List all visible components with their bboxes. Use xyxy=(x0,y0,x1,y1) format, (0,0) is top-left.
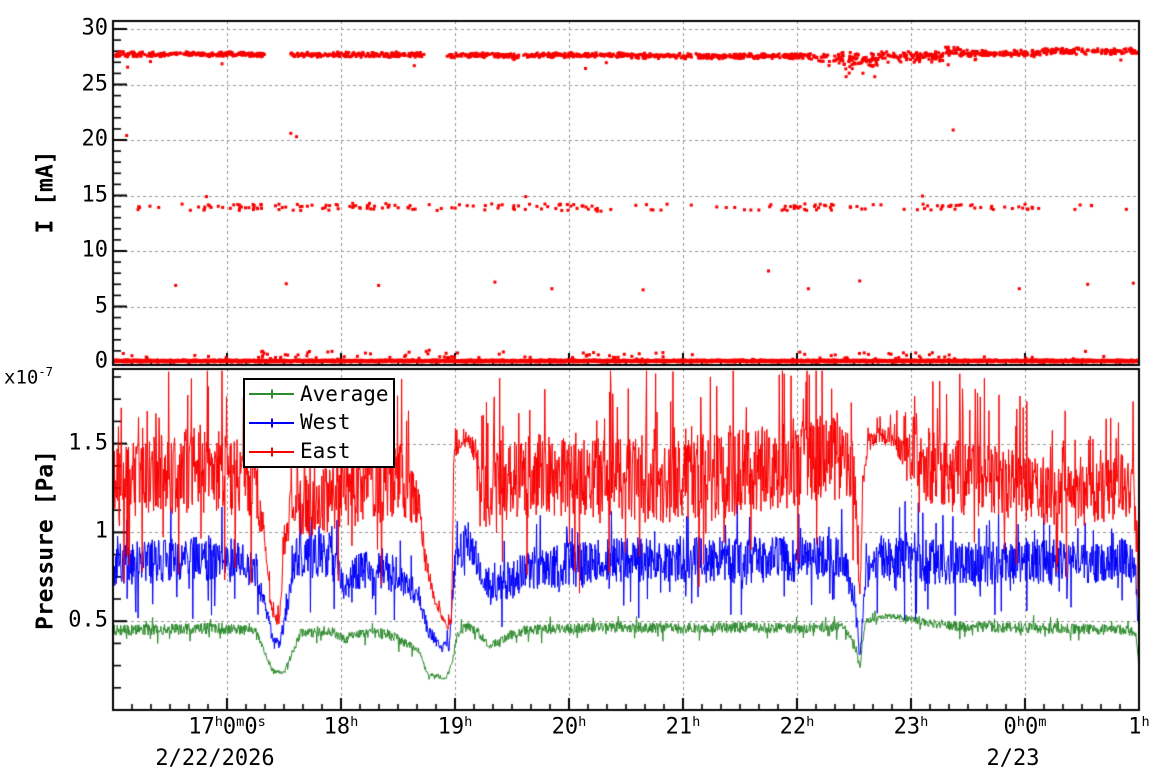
y-tick-label-current: 20 xyxy=(81,126,109,152)
legend-swatch-average xyxy=(249,389,294,399)
x-tick-label: 23h xyxy=(893,714,929,740)
legend-label: Average xyxy=(300,381,389,406)
legend: Average West East xyxy=(243,378,395,468)
legend-swatch-west xyxy=(249,418,294,428)
y-tick-label-current: 25 xyxy=(81,71,109,97)
x-tick-label: 19h xyxy=(437,714,473,740)
legend-swatch-tick xyxy=(270,447,273,457)
y-tick-label-current: 15 xyxy=(81,182,109,208)
x-tick-label: 20h xyxy=(551,714,587,740)
x-tick-label: 17h0m0s xyxy=(188,714,266,740)
x-date-label: 2/22/2026 xyxy=(155,746,275,771)
legend-swatch-east xyxy=(249,447,294,457)
x-date-label: 2/23 xyxy=(986,746,1040,771)
legend-item-west: West xyxy=(245,410,393,436)
legend-swatch-tick xyxy=(270,418,273,428)
x-tick-label: 18h xyxy=(323,714,359,740)
legend-label: East xyxy=(300,439,351,464)
legend-item-east: East xyxy=(245,439,393,465)
legend-label: West xyxy=(300,410,351,435)
x-tick-label: 0h0m xyxy=(1003,714,1047,740)
y-axis-multiplier: x10-7 xyxy=(4,366,53,387)
y-tick-label-pressure: 0.5 xyxy=(68,607,108,633)
legend-item-average: Average xyxy=(245,381,393,407)
multiplier-base: x10 xyxy=(4,366,39,389)
y-tick-label-current: 10 xyxy=(81,237,109,263)
legend-swatch-tick xyxy=(270,389,273,399)
y-tick-label-current: 5 xyxy=(94,293,108,319)
y-tick-label-pressure: 1 xyxy=(94,518,108,544)
y-tick-label-pressure: 1.5 xyxy=(68,430,108,456)
x-tick-label: 21h xyxy=(665,714,701,740)
y-tick-label-current: 0 xyxy=(94,348,108,374)
multiplier-exponent: -7 xyxy=(38,365,53,379)
y-tick-label-current: 30 xyxy=(81,15,109,41)
x-tick-label: 22h xyxy=(779,714,815,740)
x-tick-label: 1h xyxy=(1128,714,1150,740)
